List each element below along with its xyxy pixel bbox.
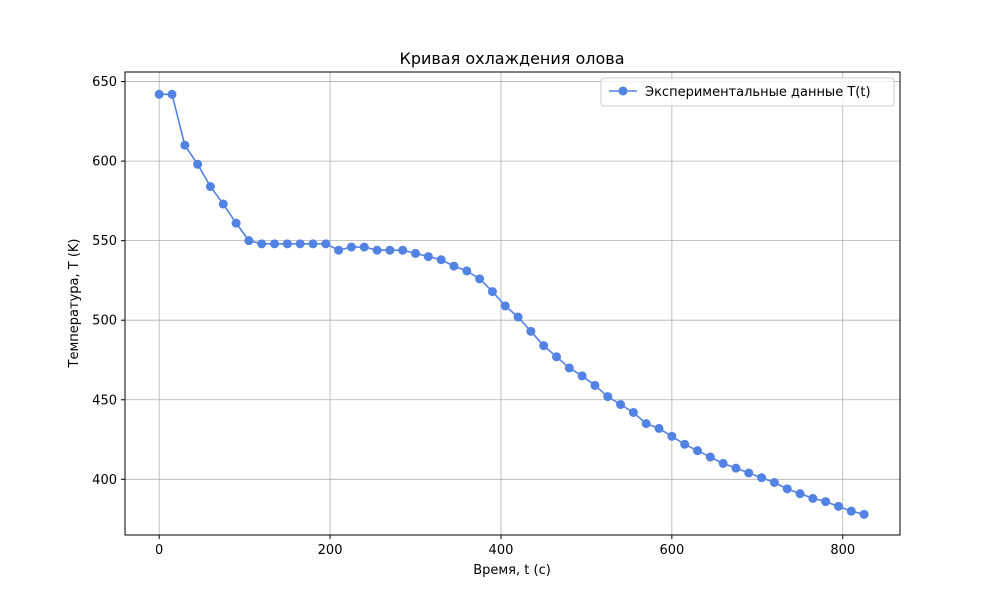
x-tick-label: 400 (489, 543, 514, 558)
data-point (821, 497, 831, 507)
data-point (718, 458, 728, 468)
plot-frame (124, 71, 901, 536)
data-point (641, 419, 651, 429)
data-point (667, 431, 677, 441)
data-point (180, 140, 190, 150)
x-tick-label: 200 (318, 543, 343, 558)
data-point (487, 287, 497, 297)
data-point (577, 371, 587, 381)
data-point (859, 509, 869, 519)
data-point (205, 182, 215, 192)
y-tick-label: 650 (92, 75, 117, 90)
data-point (539, 341, 549, 351)
data-point (552, 352, 562, 362)
data-point (782, 484, 792, 494)
data-point (692, 446, 702, 456)
data-point (731, 463, 741, 473)
legend-marker (618, 86, 628, 96)
data-point (282, 239, 292, 249)
x-tick-label: 800 (830, 543, 855, 558)
y-tick-label: 400 (92, 473, 117, 488)
data-point (513, 312, 523, 322)
y-tick-label: 600 (92, 155, 117, 170)
data-point (398, 245, 408, 255)
data-point (603, 392, 613, 402)
data-point (334, 245, 344, 255)
data-point (231, 218, 241, 228)
data-point (500, 301, 510, 311)
legend: Экспериментальные данные T(t) (600, 77, 895, 107)
y-tick-label: 550 (92, 234, 117, 249)
data-point (616, 400, 626, 410)
chart-title: Кривая охлаждения олова (399, 49, 624, 68)
data-point (526, 326, 536, 336)
data-point (833, 501, 843, 511)
data-point (218, 199, 228, 209)
data-point (795, 489, 805, 499)
data-point (462, 266, 472, 276)
data-point (449, 261, 459, 271)
data-point (244, 236, 254, 246)
data-point (154, 89, 164, 99)
data-point (769, 477, 779, 487)
data-point (808, 493, 818, 503)
y-tick-label: 500 (92, 314, 117, 329)
data-point (680, 439, 690, 449)
data-point (564, 363, 574, 373)
data-point (270, 239, 280, 249)
data-point (475, 274, 485, 284)
y-axis-label: Температура, T (K) (67, 239, 82, 369)
data-point (846, 506, 856, 516)
data-point (346, 242, 356, 252)
x-axis-label: Время, t (c) (473, 563, 551, 578)
x-tick-label: 0 (155, 543, 163, 558)
data-point (411, 248, 421, 258)
data-point (436, 255, 446, 265)
data-point (193, 159, 203, 169)
data-point (705, 452, 715, 462)
y-tick-label: 450 (92, 393, 117, 408)
data-point (257, 239, 267, 249)
data-point (372, 245, 382, 255)
legend-box (600, 77, 895, 107)
data-point (744, 468, 754, 478)
data-point (423, 252, 433, 262)
data-point (654, 423, 664, 433)
data-point (359, 242, 369, 252)
data-point (167, 89, 177, 99)
data-point (757, 473, 767, 483)
data-point (295, 239, 305, 249)
x-tick-label: 600 (659, 543, 684, 558)
data-point (590, 380, 600, 390)
legend-label: Экспериментальные данные T(t) (645, 85, 871, 100)
axis-ticks: 0 200 400 600 800 400 450 500 550 600 650 (92, 75, 855, 558)
data-point (321, 239, 331, 249)
data-series (154, 89, 869, 519)
data-point (628, 407, 638, 417)
data-point (308, 239, 318, 249)
data-point (385, 245, 395, 255)
